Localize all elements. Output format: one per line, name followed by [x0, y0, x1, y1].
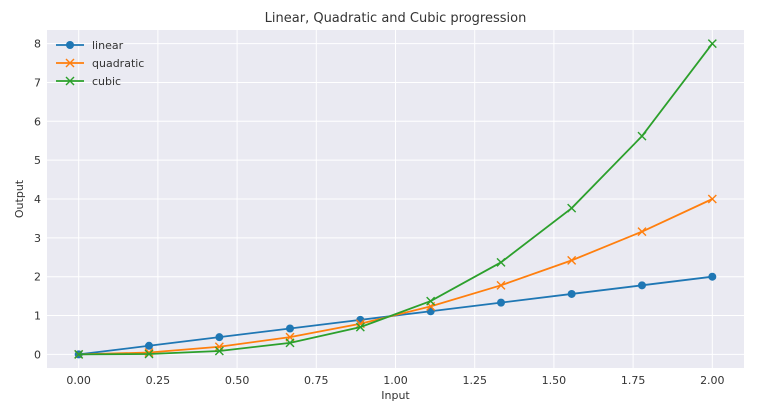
x-tick-label: 1.00: [383, 374, 408, 387]
legend-marker-cubic-stroke: [65, 76, 75, 86]
legend-label-linear: linear: [92, 39, 124, 52]
x-tick-label: 1.50: [542, 374, 567, 387]
data-point-cubic: [214, 346, 224, 356]
data-point-cubic: [74, 349, 84, 359]
y-tick-label: 0: [34, 348, 41, 361]
data-point-cubic: [285, 338, 295, 348]
data-point-linear: [285, 324, 294, 333]
legend-label-quadratic: quadratic: [92, 57, 144, 70]
legend-marker-linear: [66, 41, 74, 49]
legend-item-linear: linear: [56, 39, 124, 52]
legend-marker-quadratic: [65, 58, 75, 68]
data-point-cubic-stroke: [496, 257, 506, 267]
data-point-cubic: [355, 322, 365, 332]
y-tick-label: 2: [34, 271, 41, 284]
data-point-quadratic-stroke: [707, 194, 717, 204]
y-tick-label: 4: [34, 193, 41, 206]
data-point-linear: [497, 298, 506, 307]
data-point-linear: [145, 341, 154, 350]
x-tick-label: 2.00: [700, 374, 725, 387]
data-point-linear: [567, 289, 576, 298]
x-tick-label: 1.75: [621, 374, 646, 387]
legend-item-quadratic: quadratic: [56, 57, 144, 70]
y-ticks: 0 1 2 3 4 5 6 7 8: [34, 38, 41, 362]
x-tick-label: 0.00: [66, 374, 91, 387]
data-point-cubic-stroke: [567, 203, 577, 213]
series-line-cubic: [78, 43, 714, 356]
data-point-cubic: [567, 203, 577, 213]
data-point-quadratic-stroke: [214, 342, 224, 352]
data-point-cubic: [637, 131, 647, 141]
data-point-cubic-stroke: [426, 296, 436, 306]
legend-marker-cubic: [65, 76, 75, 86]
x-tick-label: 0.50: [225, 374, 250, 387]
data-point-quadratic: [707, 194, 717, 204]
data-point-quadratic: [496, 280, 506, 290]
y-tick-label: 5: [34, 154, 41, 167]
data-point-quadratic: [214, 342, 224, 352]
y-tick-label: 8: [34, 38, 41, 51]
data-point-cubic-stroke: [355, 322, 365, 332]
legend-label-cubic: cubic: [92, 75, 121, 88]
data-point-cubic: [426, 296, 436, 306]
y-tick-label: 6: [34, 115, 41, 128]
data-point-quadratic-stroke: [144, 348, 154, 357]
x-tick-label: 0.25: [146, 374, 171, 387]
x-tick-label: 0.75: [304, 374, 329, 387]
data-point-linear: [637, 281, 646, 290]
x-ticks: 0.00 0.25 0.50 0.75 1.00 1.25 1.50 1.75 2.00: [66, 374, 724, 387]
data-point-cubic: [707, 39, 717, 49]
data-point-cubic: [496, 257, 506, 267]
data-point-cubic-stroke: [214, 346, 224, 356]
x-axis-label: Input: [381, 389, 410, 402]
data-point-cubic-stroke: [285, 338, 295, 348]
data-point-quadratic-stroke: [496, 280, 506, 290]
data-point-cubic: [144, 349, 154, 359]
legend: linear quadratic cubic: [56, 39, 144, 88]
y-axis-label: Output: [13, 179, 26, 218]
data-point-quadratic: [144, 348, 154, 357]
legend-marker-quadratic-stroke: [65, 58, 75, 68]
data-point-linear: [708, 272, 717, 281]
data-point-cubic-stroke: [144, 349, 154, 359]
y-tick-label: 3: [34, 232, 41, 245]
data-point-cubic-stroke: [637, 131, 647, 141]
data-point-quadratic: [637, 227, 647, 237]
data-point-quadratic: [567, 255, 577, 265]
y-tick-label: 1: [34, 310, 41, 323]
data-point-quadratic-stroke: [637, 227, 647, 237]
data-point-quadratic-stroke: [567, 255, 577, 265]
chart-title: Linear, Quadratic and Cubic progression: [265, 11, 527, 26]
series-cubic: [74, 39, 717, 359]
data-point-linear: [215, 333, 224, 342]
legend-item-cubic: cubic: [56, 75, 121, 88]
x-tick-label: 1.25: [462, 374, 487, 387]
data-point-cubic-stroke: [707, 39, 717, 49]
data-point-quadratic-stroke: [355, 319, 365, 329]
y-tick-label: 7: [34, 76, 41, 89]
data-point-cubic-stroke: [74, 349, 84, 359]
series-layer: [74, 39, 717, 359]
